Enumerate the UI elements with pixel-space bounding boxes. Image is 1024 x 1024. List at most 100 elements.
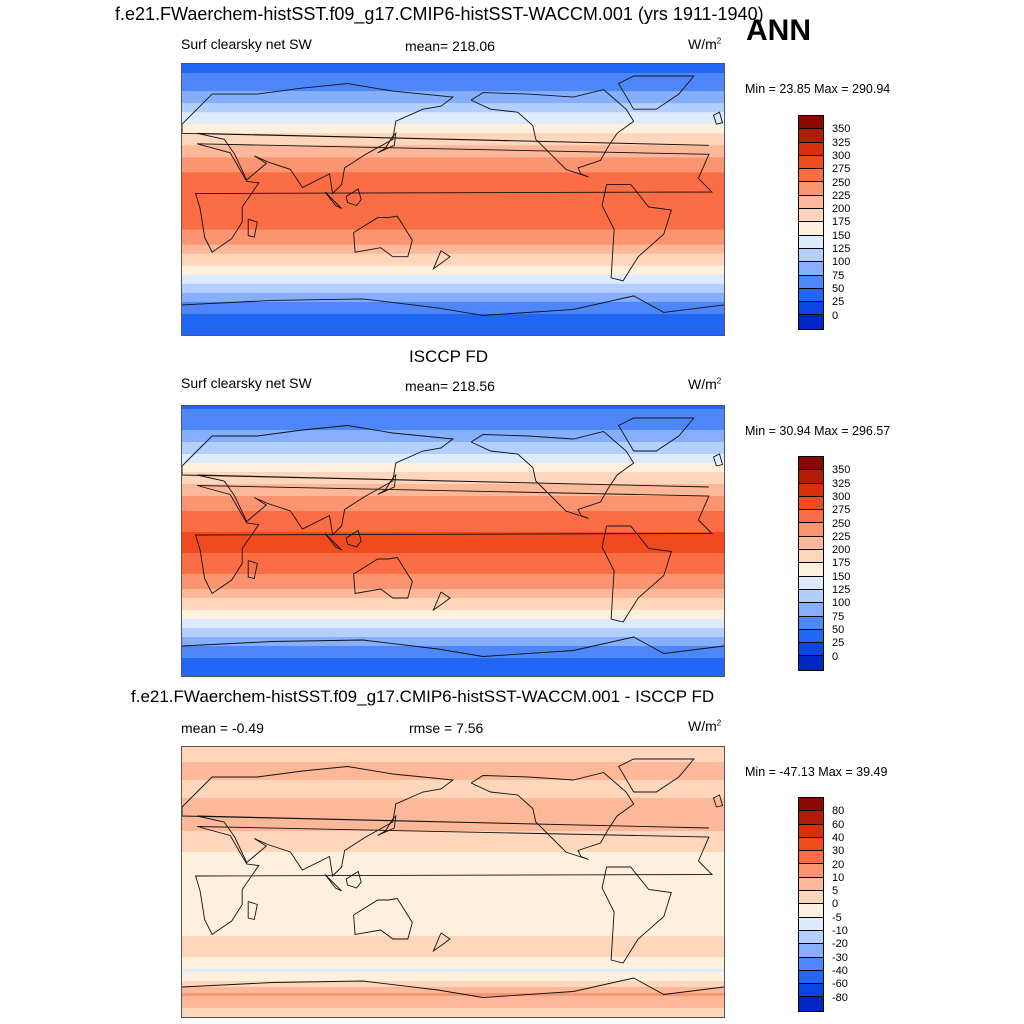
- panel2-lat-band: [182, 454, 724, 458]
- panel2-minmax: Min = 30.94 Max = 296.57: [745, 424, 891, 438]
- panel2-lat-band: [182, 562, 724, 566]
- panel3-lat-band: [182, 771, 724, 775]
- panel3-lat-band: [182, 870, 724, 874]
- panel1-colorbar-tick: 50: [832, 282, 845, 295]
- panel3-lat-band: [182, 897, 724, 901]
- panel1-coastline: [194, 143, 714, 253]
- panel1-units: W/m2: [688, 36, 722, 52]
- panel1-lat-band: [182, 142, 724, 146]
- panel3-lat-band: [182, 951, 724, 955]
- panel2-lat-band: [182, 601, 724, 605]
- panel2-variable: Surf clearsky net SW: [181, 375, 312, 391]
- panel3-lat-band: [182, 804, 724, 808]
- panel2-lat-band: [182, 535, 724, 539]
- panel3-lat-band: [182, 921, 724, 925]
- panel3-lat-band: [182, 858, 724, 862]
- panel1-lat-band: [182, 130, 724, 134]
- panel2-lat-band: [182, 481, 724, 485]
- panel1-lat-band: [182, 121, 724, 125]
- panel2-lat-band: [182, 568, 724, 572]
- panel1-coastline: [247, 218, 258, 238]
- panel2-lat-band: [182, 529, 724, 533]
- panel1-colorbar-box: [799, 275, 823, 289]
- panel3-lat-band: [182, 831, 724, 835]
- panel2-mean: mean= 218.56: [405, 378, 495, 394]
- panel3-colorbar-tick: 10: [832, 871, 845, 884]
- panel1-lat-band: [182, 85, 724, 89]
- panel1-lat-band: [182, 115, 724, 119]
- panel1-lat-band: [182, 199, 724, 204]
- panel1-plot: [182, 64, 724, 335]
- panel2-colorbar-tick: 125: [832, 584, 851, 596]
- panel3-lat-band: [182, 996, 724, 1000]
- panel3-lat-band: [182, 936, 724, 940]
- panel3-colorbar-tick: -5: [832, 911, 842, 924]
- panel2-lat-band: [182, 598, 724, 602]
- panel1-lat-band: [182, 247, 724, 252]
- panel1-lat-band: [182, 292, 724, 297]
- panel2-colorbar-box: [799, 483, 823, 497]
- panel2-lat-band: [182, 508, 724, 512]
- panel3-units: W/m2: [688, 718, 722, 734]
- panel3-colorbar-tick: 30: [832, 845, 845, 858]
- panel3-colorbar-tick: 60: [832, 818, 845, 831]
- panel1-colorbar-box: [799, 288, 823, 303]
- panel1-colorbar-box: [799, 248, 823, 263]
- panel2-title: ISCCP FD: [409, 347, 489, 366]
- panel1-lat-band: [182, 268, 724, 273]
- panel1-lat-band: [182, 100, 724, 104]
- panel3-lat-band: [182, 789, 724, 793]
- panel2-lat-band: [182, 505, 724, 509]
- panel2-coastline: [194, 485, 714, 595]
- panel3-lat-band: [182, 888, 724, 892]
- panel2-colorbar-tick: 0: [832, 650, 839, 663]
- panel2-lat-band: [182, 502, 724, 506]
- panel2-colorbar-box: [799, 629, 823, 644]
- panel2-lat-band: [182, 565, 724, 569]
- panel1-lat-band: [182, 295, 724, 300]
- panel3-lat-band: [182, 801, 724, 805]
- panel1-colorbar-tick: 125: [832, 243, 851, 255]
- panel1-lat-band: [182, 112, 724, 116]
- panel3-lat-band: [182, 852, 724, 856]
- panel1-lat-band: [182, 157, 724, 161]
- panel1-colorbar-tick: 0: [832, 309, 839, 322]
- panel3-colorbar-box: [799, 944, 823, 958]
- panel3-lat-band: [182, 861, 724, 865]
- panel1-lat-band: [182, 250, 724, 255]
- panel1-lat-band: [182, 301, 724, 306]
- panel1-colorbar-tick: 175: [832, 216, 851, 229]
- panel1-colorbar-box: [799, 235, 823, 249]
- panel1-colorbar-tick: 100: [832, 256, 851, 269]
- panel1-colorbar-tick: 275: [832, 163, 851, 176]
- panel1-lat-band: [182, 169, 724, 173]
- panel3-colorbar-tick: 20: [832, 858, 845, 871]
- panel2-colorbar: [798, 456, 824, 671]
- panel2-lat-band: [182, 670, 724, 674]
- panel3-colorbar-box: [799, 891, 823, 905]
- panel1-lat-band: [182, 307, 724, 312]
- panel1-lat-band: [182, 79, 724, 83]
- panel3-lat-band: [182, 828, 724, 832]
- panel1-coastline: [377, 132, 397, 154]
- panel3-lat-band: [182, 984, 724, 988]
- panel3-colorbar-tick: 5: [832, 885, 839, 898]
- panel3-colorbar: [798, 797, 824, 1012]
- panel3-colorbar-box: [799, 904, 823, 918]
- panel1-lat-band: [182, 133, 724, 137]
- panel1-lat-band: [182, 322, 724, 327]
- panel1-lat-band: [182, 316, 724, 321]
- panel2-lat-band: [182, 619, 724, 623]
- panel2-lat-band: [182, 595, 724, 599]
- panel2-lat-band: [182, 538, 724, 542]
- panel2-lat-band: [182, 460, 724, 464]
- panel3-coastline: [353, 898, 413, 940]
- panel2-lat-band: [182, 511, 724, 515]
- panel2-lat-band: [182, 634, 724, 638]
- panel1-colorbar-tick: 25: [832, 296, 845, 309]
- panel3-lat-band: [182, 810, 724, 814]
- panel1-coastline: [712, 111, 724, 125]
- panel2-colorbar-box: [799, 496, 823, 511]
- panel3-coastline: [194, 826, 714, 936]
- panel1-coastline: [345, 188, 362, 207]
